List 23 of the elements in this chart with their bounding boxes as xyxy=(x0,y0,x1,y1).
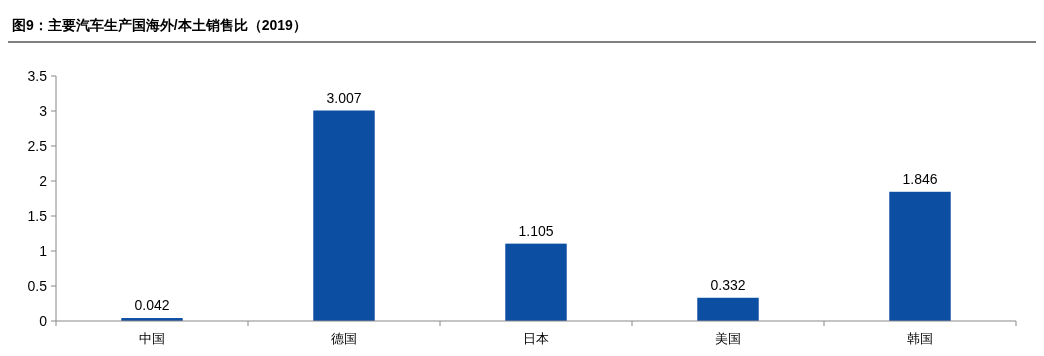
y-tick-label: 3.5 xyxy=(27,67,48,84)
data-label: 1.105 xyxy=(518,222,554,239)
bar xyxy=(505,243,567,321)
x-tick-label: 韩国 xyxy=(907,331,933,346)
data-label: 0.042 xyxy=(134,297,170,314)
x-tick-label: 中国 xyxy=(139,331,165,346)
y-tick-label: 0.5 xyxy=(27,277,48,294)
y-tick-label: 1.5 xyxy=(27,207,48,224)
data-label: 0.332 xyxy=(710,276,746,293)
y-tick-label: 3 xyxy=(39,102,48,119)
x-tick-label: 德国 xyxy=(331,331,357,346)
y-tick-label: 1 xyxy=(39,242,48,259)
data-label: 1.846 xyxy=(902,170,938,187)
y-tick-label: 2 xyxy=(39,172,48,189)
y-tick-label: 2.5 xyxy=(27,137,48,154)
y-tick-label: 0 xyxy=(39,312,48,329)
bar xyxy=(313,110,375,321)
chart-title: 图9：主要汽车生产国海外/本土销售比（2019） xyxy=(12,17,307,33)
bar xyxy=(697,297,759,321)
x-tick-label: 日本 xyxy=(523,331,549,346)
data-label: 3.007 xyxy=(326,89,362,106)
x-tick-label: 美国 xyxy=(715,331,741,346)
bar xyxy=(889,191,951,321)
